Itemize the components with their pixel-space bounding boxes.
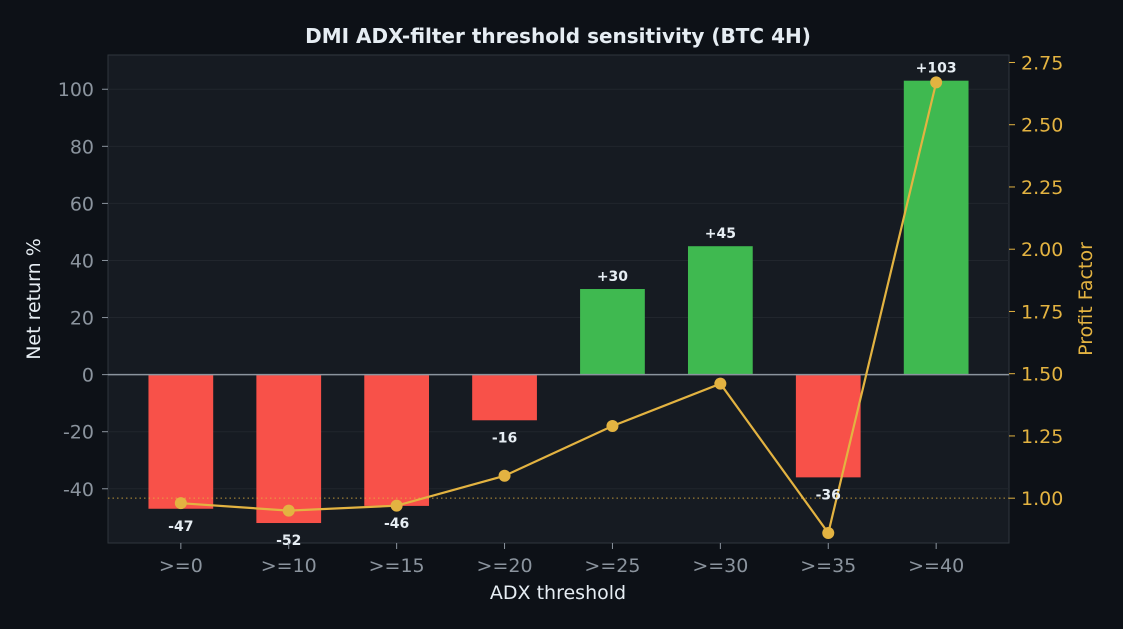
right-tick-label: 1.50: [1021, 364, 1063, 386]
chart-title: DMI ADX-filter threshold sensitivity (BT…: [305, 24, 811, 48]
profit-factor-line: [180, 82, 938, 536]
bar: [687, 246, 753, 375]
x-tick-label: >=15: [369, 555, 425, 577]
right-tick-label: 1.00: [1021, 488, 1063, 510]
left-tick-label: -20: [63, 422, 94, 444]
left-tick-label: 60: [70, 193, 94, 215]
left-tick-label: 20: [70, 308, 94, 330]
profit-factor-point: [606, 419, 619, 432]
profit-factor-line-layer: [174, 76, 943, 540]
profit-factor-point: [282, 504, 295, 517]
profit-factor-point: [930, 76, 943, 89]
right-tick-label: 2.25: [1021, 177, 1063, 199]
left-tick-label: 40: [70, 250, 94, 272]
bar: [364, 374, 430, 506]
profit-factor-point: [498, 469, 511, 482]
bar-value-label: +103: [916, 61, 957, 77]
y-axis-right-title: Profit Factor: [1075, 242, 1097, 356]
x-axis-ticks: >=0 >=10 >=15 >=20 >=25 >=30 >=35 >=40: [159, 543, 964, 577]
left-axis-ticks: -40 -20 0 20 40 60 80 100: [58, 79, 108, 501]
bar-value-label: -46: [384, 516, 409, 532]
bar-value-label: -47: [168, 519, 193, 535]
left-tick-label: -40: [63, 479, 94, 501]
bar: [256, 374, 322, 524]
right-tick-label: 1.25: [1021, 426, 1063, 448]
bar: [903, 80, 969, 375]
bar: [580, 289, 645, 375]
profit-factor-point: [174, 497, 187, 510]
x-axis-title: ADX threshold: [490, 582, 626, 604]
x-tick-label: >=0: [159, 555, 203, 577]
left-tick-label: 0: [82, 365, 94, 387]
bar: [148, 374, 214, 509]
y-axis-title: Net return %: [23, 238, 45, 360]
right-tick-label: 2.00: [1021, 239, 1063, 261]
bar: [795, 374, 861, 478]
x-tick-label: >=20: [477, 555, 533, 577]
x-tick-label: >=10: [261, 555, 317, 577]
profit-factor-point: [822, 527, 835, 540]
profit-factor-point: [390, 499, 403, 512]
x-tick-label: >=40: [908, 555, 964, 577]
right-tick-label: 2.50: [1021, 115, 1063, 137]
x-tick-label: >=25: [584, 555, 640, 577]
right-tick-label: 1.75: [1021, 301, 1063, 323]
x-tick-label: >=35: [800, 555, 856, 577]
bar-value-label: -36: [816, 487, 841, 503]
plot-area: [107, 54, 1010, 544]
bar: [472, 374, 537, 421]
left-tick-label: 80: [70, 136, 94, 158]
bar-labels-layer: -47 -52 -46 -16 +30 +45 -36 +103: [168, 61, 956, 549]
bars-layer: [148, 80, 969, 524]
right-axis-ticks: 1.00 1.25 1.50 1.75 2.00 2.25 2.50 2.75: [1009, 52, 1063, 510]
profit-factor-point: [714, 377, 727, 390]
right-tick-label: 2.75: [1021, 52, 1063, 74]
bar-value-label: +30: [597, 269, 628, 285]
left-tick-label: 100: [58, 79, 94, 101]
bar-value-label: -16: [492, 430, 517, 446]
bar-value-label: +45: [705, 226, 736, 242]
x-tick-label: >=30: [692, 555, 748, 577]
bar-value-label: -52: [276, 533, 301, 549]
